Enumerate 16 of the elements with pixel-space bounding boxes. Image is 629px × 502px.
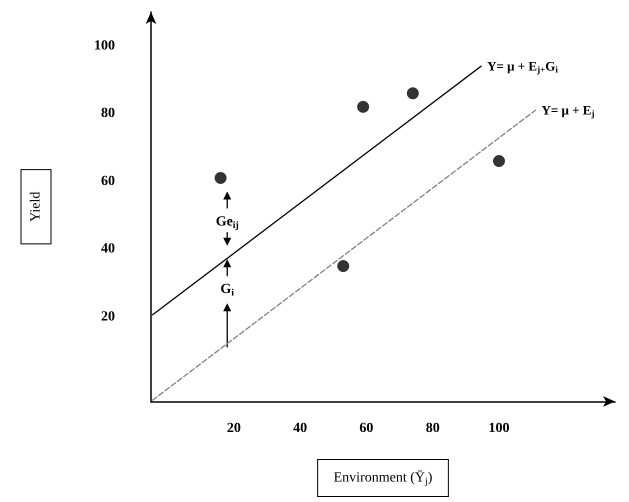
y-tick-label: 100 bbox=[94, 38, 115, 54]
y-tick-label: 60 bbox=[101, 174, 115, 189]
y-axis-title: Yield bbox=[28, 192, 44, 222]
x-tick-label: 100 bbox=[488, 421, 510, 436]
point bbox=[493, 155, 505, 168]
x-tick-label: 80 bbox=[426, 421, 440, 436]
y-tick-label: 20 bbox=[101, 309, 115, 324]
x-tick-label: 20 bbox=[226, 421, 241, 436]
point bbox=[357, 100, 370, 113]
x-tick-label: 60 bbox=[359, 421, 374, 436]
y-tick-label: 40 bbox=[101, 242, 115, 257]
x-tick-label: 40 bbox=[293, 421, 308, 436]
y-tick-label: 80 bbox=[101, 106, 115, 122]
point bbox=[406, 87, 419, 100]
point bbox=[337, 260, 350, 272]
point bbox=[214, 172, 227, 184]
